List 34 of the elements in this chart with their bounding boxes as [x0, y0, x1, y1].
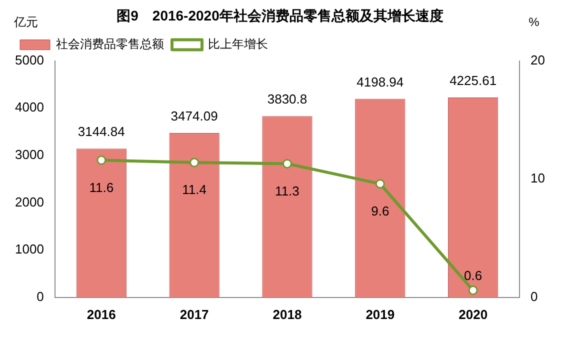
data-label: 11.6 [89, 180, 114, 195]
y-tick-label: 1000 [15, 242, 44, 257]
y2-tick-label: 0 [530, 288, 538, 304]
legend-label: 比上年增长 [208, 37, 268, 52]
data-label: 3474.09 [170, 108, 218, 124]
y-tick-label: 5000 [15, 52, 44, 68]
x-tick-label: 2018 [272, 306, 302, 322]
data-label: 9.6 [371, 203, 390, 218]
data-label: 0.6 [464, 268, 482, 283]
chart-title: 图9 2016-2020年社会消费品零售总额及其增长速度 [116, 7, 444, 24]
y-tick-label: 3000 [15, 147, 44, 162]
data-label: 4225.61 [450, 73, 497, 88]
legend-label: 社会消费品零售总额 [56, 37, 164, 52]
point [282, 158, 292, 168]
y2-tick-label: 10 [530, 170, 546, 186]
y2-tick-label: 20 [530, 52, 546, 68]
y-axis-title: 亿元 [13, 15, 38, 30]
point [468, 286, 478, 296]
data-label: 3830.8 [267, 92, 308, 107]
x-tick-label: 2016 [86, 306, 116, 322]
point [96, 155, 106, 165]
y-tick-label: 4000 [15, 100, 44, 115]
y-tick-label: 0 [36, 288, 44, 304]
y2-axis-title: % [528, 15, 540, 30]
point [375, 179, 385, 189]
x-tick-label: 2020 [458, 306, 488, 322]
data-label: 11.4 [182, 182, 206, 198]
data-label: 4198.94 [356, 74, 404, 90]
x-tick-label: 2017 [180, 306, 209, 322]
x-tick-label: 2019 [366, 306, 395, 322]
point [190, 158, 200, 168]
data-label: 11.3 [275, 183, 300, 198]
y-tick-label: 2000 [15, 194, 44, 210]
data-label: 3144.84 [78, 124, 125, 140]
